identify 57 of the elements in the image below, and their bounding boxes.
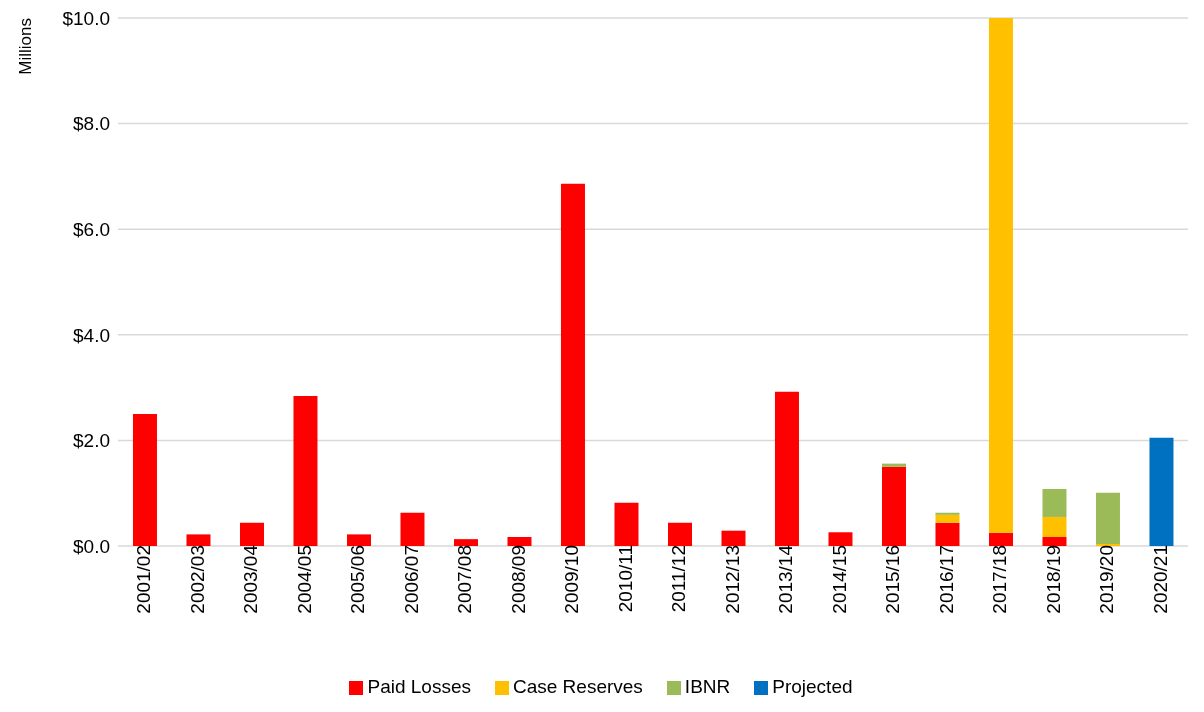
bar	[239, 522, 264, 546]
x-tick-label: 2017/18	[989, 545, 1011, 614]
bar	[988, 18, 1013, 533]
bar	[667, 522, 692, 546]
legend-label: Paid Losses	[367, 676, 471, 697]
bar	[293, 396, 318, 546]
bar	[132, 414, 157, 546]
bar	[828, 532, 853, 546]
y-tick-label: $4.0	[73, 324, 110, 346]
x-tick-label: 2014/15	[828, 545, 850, 614]
x-tick-label: 2012/13	[721, 545, 743, 614]
x-tick-label: 2005/06	[347, 545, 369, 614]
bar	[1042, 488, 1067, 517]
bar	[935, 514, 960, 523]
legend-label: Projected	[772, 676, 853, 697]
x-tick-label: 2016/17	[935, 545, 957, 614]
bar	[988, 532, 1013, 546]
x-tick-label: 2018/19	[1042, 545, 1064, 614]
x-tick-label: 2007/08	[454, 545, 476, 614]
bar	[400, 512, 425, 546]
x-tick-label: 2002/03	[186, 545, 208, 614]
x-tick-label: 2013/14	[775, 544, 797, 614]
y-tick-label: $8.0	[73, 113, 110, 135]
y-tick-label: $6.0	[73, 218, 110, 240]
x-tick-label: 2009/10	[561, 545, 583, 614]
legend-label: Case Reserves	[512, 676, 643, 697]
y-tick-label: $10.0	[62, 7, 110, 29]
bar	[1042, 516, 1067, 538]
bar	[1095, 492, 1120, 544]
bar	[935, 522, 960, 546]
bar	[507, 537, 532, 546]
bar	[346, 534, 371, 546]
bar	[1149, 437, 1174, 546]
y-axis-title: Millions	[16, 18, 35, 75]
x-tick-label: 2006/07	[400, 545, 422, 614]
x-tick-label: 2015/16	[882, 545, 904, 614]
x-tick-label: 2003/04	[240, 544, 262, 614]
bar	[186, 534, 211, 546]
bar	[1042, 537, 1067, 546]
bar	[935, 512, 960, 515]
bar	[453, 539, 478, 546]
x-tick-label: 2020/21	[1149, 545, 1171, 614]
x-tick-label: 2001/02	[133, 545, 155, 614]
bar	[560, 183, 585, 546]
x-tick-label: 2010/11	[614, 545, 636, 613]
bar	[881, 466, 906, 546]
bar	[721, 530, 746, 546]
x-tick-label: 2004/05	[293, 545, 315, 614]
bar	[774, 391, 799, 546]
y-tick-label: $0.0	[73, 535, 110, 557]
x-tick-label: 2011/12	[668, 545, 690, 613]
legend-label: IBNR	[684, 676, 731, 697]
bar	[614, 502, 639, 546]
y-tick-label: $2.0	[73, 430, 110, 452]
x-tick-label: 2008/09	[507, 545, 529, 614]
bar	[881, 463, 906, 467]
x-tick-label: 2019/20	[1096, 545, 1118, 614]
